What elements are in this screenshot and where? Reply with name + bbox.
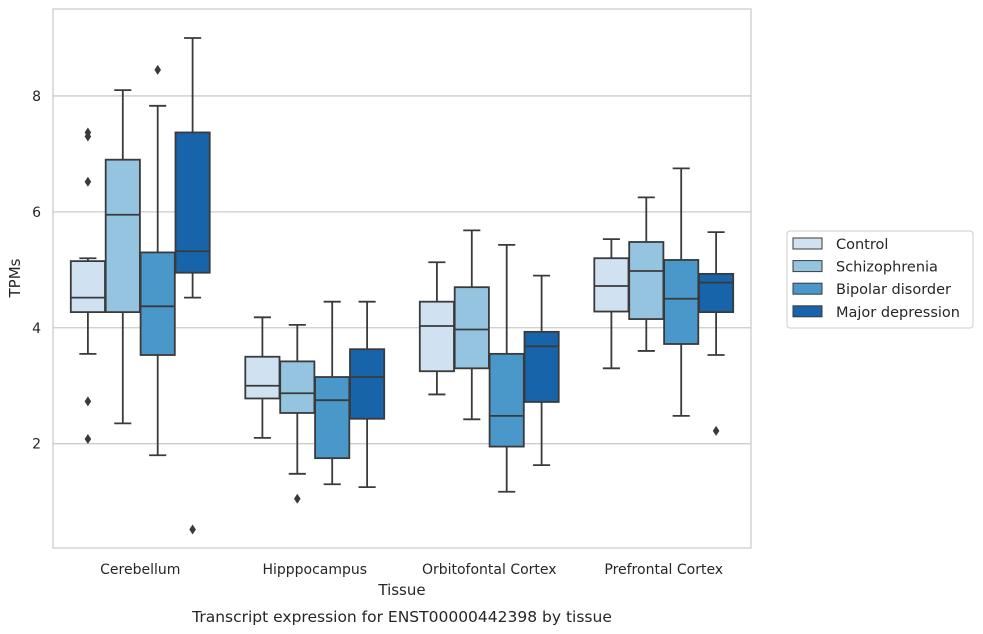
box-iqr [663, 259, 700, 345]
outlier-point [189, 524, 196, 535]
box-control [244, 316, 281, 439]
y-axis-label: TPMs [6, 258, 24, 298]
box-control [593, 238, 630, 370]
box-major-depression [349, 300, 386, 489]
box-control [418, 261, 455, 396]
box-control [69, 127, 106, 445]
legend-swatch [792, 260, 823, 273]
box-iqr [139, 251, 176, 356]
box-iqr [174, 131, 211, 274]
box-iqr [628, 241, 665, 320]
y-axis-ticks: 2 4 6 8 [32, 89, 41, 453]
box-iqr [349, 348, 386, 420]
x-tick-label: Hipppocampus [262, 562, 367, 578]
outlier-point [84, 434, 92, 445]
box-bipolar-disorder [488, 243, 525, 493]
y-tick-label: 2 [32, 437, 41, 453]
outlier-point [294, 493, 301, 504]
x-tick-label: Orbitofontal Cortex [422, 562, 557, 578]
outlier-point [154, 64, 161, 75]
outlier-point [84, 127, 92, 138]
outlier-point [84, 176, 92, 187]
y-tick-label: 8 [32, 89, 41, 105]
legend-frame [786, 230, 974, 329]
x-axis-ticks: Cerebellum Hipppocampus Orbitofontal Corte… [100, 562, 723, 578]
plot-frame [52, 8, 752, 549]
box-iqr [279, 360, 316, 414]
outlier-point [84, 396, 92, 407]
chart-caption: Transcript expression for ENST0000044239… [191, 608, 612, 626]
x-tick-label: Prefrontal Cortex [604, 562, 723, 578]
box-bipolar-disorder [663, 167, 700, 417]
legend-swatch [792, 282, 823, 295]
legend-swatch [792, 305, 823, 318]
box-plot-series [69, 37, 735, 535]
x-tick-label: Cerebellum [100, 562, 180, 578]
legend-label: Major depression [836, 305, 960, 321]
box-iqr [244, 355, 281, 400]
box-major-depression [523, 274, 560, 467]
legend-label: Control [836, 237, 888, 253]
box-major-depression [174, 37, 211, 535]
box-iqr [488, 352, 525, 448]
outlier-point [712, 425, 720, 436]
legend-label: Bipolar disorder [836, 282, 951, 298]
box-iqr [314, 376, 351, 460]
box-schizophrenia [104, 89, 141, 425]
y-tick-label: 4 [32, 321, 41, 337]
box-iqr [698, 272, 735, 314]
legend: Control Schizophrenia Bipolar disorder Majo… [786, 230, 974, 329]
box-bipolar-disorder [314, 300, 351, 486]
box-iqr [453, 286, 490, 370]
box-schizophrenia [279, 323, 316, 504]
box-iqr [104, 158, 141, 314]
legend-swatch [792, 237, 823, 250]
box-bipolar-disorder [139, 64, 176, 457]
x-axis-label: Tissue [377, 581, 425, 599]
box-iqr [593, 257, 630, 313]
y-tick-label: 6 [32, 205, 41, 221]
box-iqr [69, 260, 106, 314]
box-major-depression [698, 231, 735, 436]
box-iqr [418, 300, 455, 373]
legend-label: Schizophrenia [836, 260, 938, 276]
box-iqr [523, 330, 560, 403]
box-schizophrenia [453, 229, 490, 421]
